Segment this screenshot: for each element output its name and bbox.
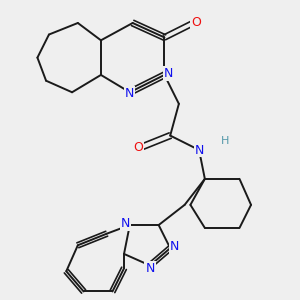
Text: N: N [121,217,130,230]
Text: N: N [164,67,173,80]
Text: N: N [170,240,179,253]
Text: N: N [194,143,204,157]
Text: O: O [134,141,143,154]
Text: N: N [145,262,155,275]
Text: O: O [191,16,201,29]
Text: N: N [125,87,134,100]
Text: H: H [221,136,229,146]
